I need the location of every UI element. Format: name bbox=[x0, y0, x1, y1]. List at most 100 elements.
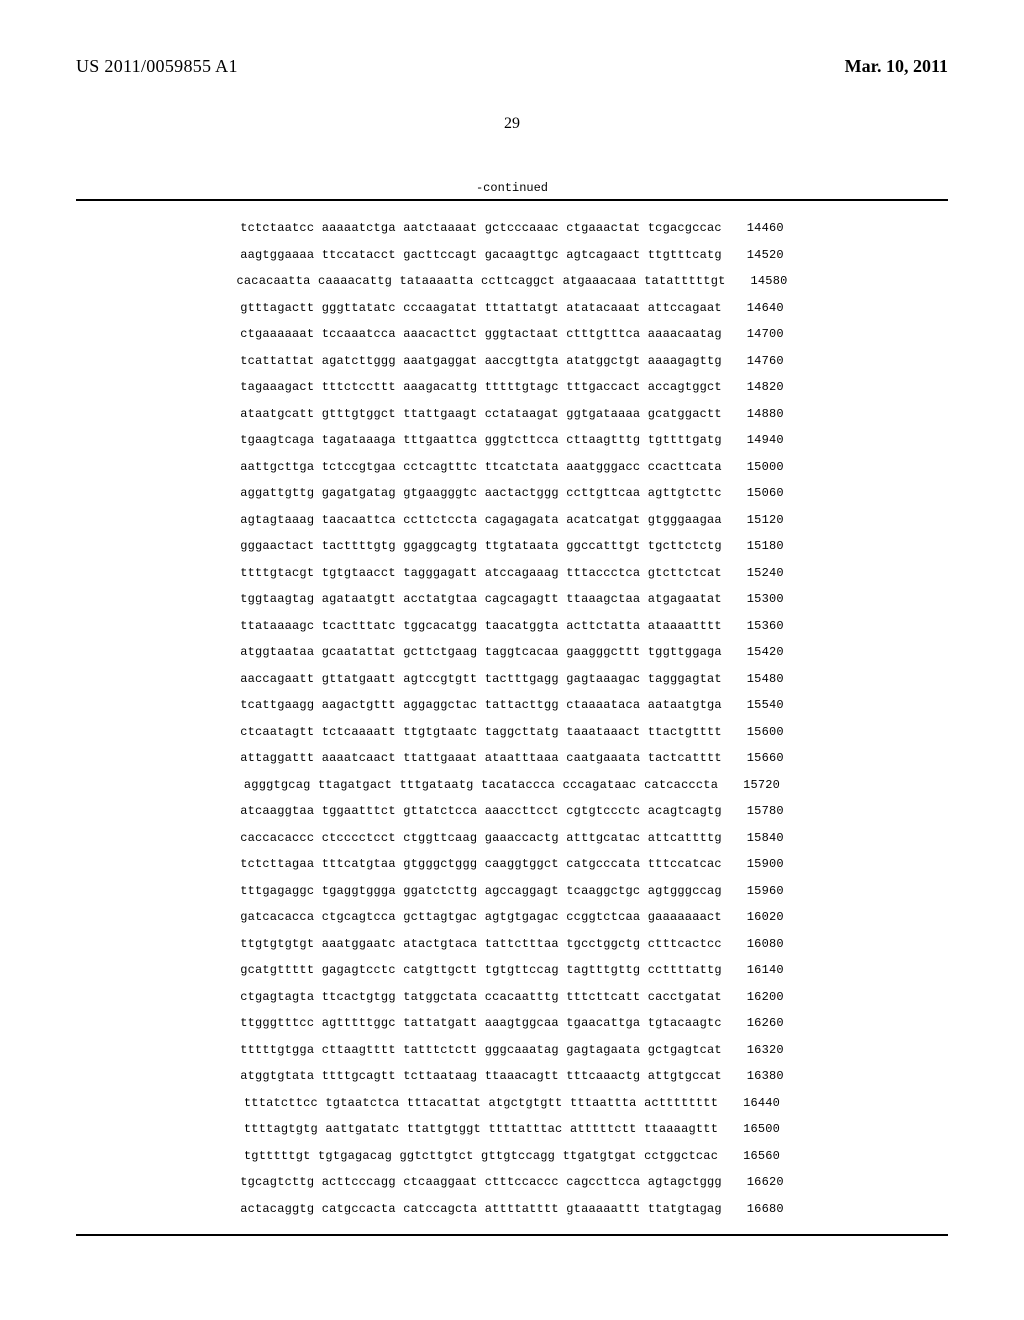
sequence-block: catccagcta bbox=[403, 1202, 477, 1216]
sequence-block: gaaaaaaact bbox=[648, 910, 722, 924]
sequence-position: 15600 bbox=[740, 725, 784, 739]
sequence-blocks: ttataaaagctcactttatctggcacatggtaacatggta… bbox=[240, 619, 722, 633]
sequence-position: 15120 bbox=[740, 513, 784, 527]
sequence-block: atatacaaat bbox=[566, 301, 640, 315]
sequence-blocks: tttttgtggacttaagtttttatttctcttgggcaaatag… bbox=[240, 1043, 722, 1057]
sequence-block: atggtaataa bbox=[240, 645, 314, 659]
sequence-blocks: ttgtgtgtgtaaatggaatcatactgtacatattctttaa… bbox=[240, 937, 722, 951]
sequence-position: 15660 bbox=[740, 751, 784, 765]
sequence-block: aattgatatc bbox=[325, 1122, 399, 1136]
sequence-position: 15240 bbox=[740, 566, 784, 580]
sequence-block: tttaccctca bbox=[566, 566, 640, 580]
sequence-blocks: gatcacaccactgcagtccagcttagtgacagtgtgagac… bbox=[240, 910, 722, 924]
sequence-block: ttttgtacgt bbox=[240, 566, 314, 580]
sequence-block: ttaaaagttt bbox=[644, 1122, 718, 1136]
sequence-blocks: tcattgaaggaagactgtttaggaggctactattacttgg… bbox=[240, 698, 722, 712]
sequence-block: ccacttcata bbox=[648, 460, 722, 474]
sequence-block: gctgagtcat bbox=[648, 1043, 722, 1057]
sequence-row: tttttgtggacttaagtttttatttctcttgggcaaatag… bbox=[240, 1043, 784, 1057]
sequence-blocks: tttatcttcctgtaatctcatttacattatatgctgtgtt… bbox=[244, 1096, 718, 1110]
sequence-blocks: tgcagtcttgacttcccaggctcaaggaatctttccaccc… bbox=[240, 1175, 722, 1189]
sequence-block: ggtgataaaa bbox=[566, 407, 640, 421]
sequence-block: taggcttatg bbox=[485, 725, 559, 739]
sequence-block: catgccacta bbox=[322, 1202, 396, 1216]
sequence-block: tttgaattca bbox=[403, 433, 477, 447]
sequence-block: tttgaccact bbox=[566, 380, 640, 394]
sequence-blocks: tgaagtcagatagataaagatttgaattcagggtcttcca… bbox=[240, 433, 722, 447]
sequence-blocks: ttgggtttccagtttttggctattatgattaaagtggcaa… bbox=[240, 1016, 722, 1030]
sequence-block: gggtactaat bbox=[485, 327, 559, 341]
sequence-block: attccagaat bbox=[648, 301, 722, 315]
sequence-block: tacttttgtg bbox=[322, 539, 396, 553]
sequence-block: ccacaatttg bbox=[485, 990, 559, 1004]
sequence-row: agtagtaaagtaacaattcaccttctcctacagagagata… bbox=[240, 513, 784, 527]
sequence-block: aaacacttct bbox=[403, 327, 477, 341]
sequence-position: 16440 bbox=[736, 1096, 780, 1110]
sequence-row: ttttagtgtgaattgatatcttattgtggtttttatttac… bbox=[244, 1122, 780, 1136]
sequence-block: tttattatgt bbox=[485, 301, 559, 315]
sequence-block: ttttatttac bbox=[488, 1122, 562, 1136]
sequence-block: ttgggtttcc bbox=[240, 1016, 314, 1030]
sequence-row: atcaaggtaatggaatttctgttatctccaaaaccttcct… bbox=[240, 804, 784, 818]
sequence-block: acagtcagtg bbox=[648, 804, 722, 818]
sequence-block: tgtacaagtc bbox=[648, 1016, 722, 1030]
sequence-block: gagtaaagac bbox=[566, 672, 640, 686]
sequence-block: cagccttcca bbox=[566, 1175, 640, 1189]
sequence-block: tgcttctctg bbox=[648, 539, 722, 553]
sequence-listing: tctctaatccaaaaatctgaaatctaaaatgctcccaaac… bbox=[0, 221, 1024, 1228]
sequence-block: tttatcttcc bbox=[244, 1096, 318, 1110]
sequence-block: tgtgttccag bbox=[485, 963, 559, 977]
sequence-blocks: aattgcttgatctccgtgaacctcagtttcttcatctata… bbox=[240, 460, 722, 474]
sequence-block: ttgatgtgat bbox=[563, 1149, 637, 1163]
sequence-row: tgaagtcagatagataaagatttgaattcagggtcttcca… bbox=[240, 433, 784, 447]
sequence-block: tcattattat bbox=[240, 354, 314, 368]
sequence-row: ttttgtacgttgtgtaaccttagggagattatccagaaag… bbox=[240, 566, 784, 580]
sequence-position: 14700 bbox=[740, 327, 784, 341]
sequence-block: atgagaatat bbox=[648, 592, 722, 606]
sequence-position: 16260 bbox=[740, 1016, 784, 1030]
sequence-block: ggccatttgt bbox=[566, 539, 640, 553]
sequence-block: aagactgttt bbox=[322, 698, 396, 712]
sequence-row: aggattgttggagatgataggtgaagggtcaactactggg… bbox=[240, 486, 784, 500]
sequence-row: actacaggtgcatgccactacatccagctaattttatttt… bbox=[240, 1202, 784, 1216]
sequence-block: tagggagatt bbox=[403, 566, 477, 580]
sequence-blocks: aaccagaattgttatgaattagtccgtgtttactttgagg… bbox=[240, 672, 722, 686]
sequence-blocks: tcattattatagatcttgggaaatgaggataaccgttgta… bbox=[240, 354, 722, 368]
sequence-block: tggcacatgg bbox=[403, 619, 477, 633]
sequence-block: gtgggctggg bbox=[403, 857, 477, 871]
sequence-block: tagtttgttg bbox=[566, 963, 640, 977]
sequence-block: atttttctt bbox=[570, 1122, 637, 1136]
page-number: 29 bbox=[0, 115, 1024, 133]
sequence-block: tgttttgatg bbox=[648, 433, 722, 447]
sequence-block: cgtgtccctc bbox=[566, 804, 640, 818]
sequence-block: tataaaatta bbox=[400, 274, 474, 288]
publication-number: US 2011/0059855 A1 bbox=[76, 56, 238, 77]
sequence-block: tagataaaga bbox=[322, 433, 396, 447]
sequence-block: aaatgaggat bbox=[403, 354, 477, 368]
sequence-position: 14520 bbox=[740, 248, 784, 262]
sequence-position: 15780 bbox=[740, 804, 784, 818]
sequence-block: gatcacacca bbox=[240, 910, 314, 924]
sequence-block: caaggtggct bbox=[485, 857, 559, 871]
sequence-row: gatcacaccactgcagtccagcttagtgacagtgtgagac… bbox=[240, 910, 784, 924]
sequence-block: atatggctgt bbox=[566, 354, 640, 368]
sequence-block: caaaacattg bbox=[318, 274, 392, 288]
sequence-block: cctcagtttc bbox=[403, 460, 477, 474]
sequence-position: 14820 bbox=[740, 380, 784, 394]
sequence-block: ggatctcttg bbox=[403, 884, 477, 898]
sequence-block: aaaccttcct bbox=[485, 804, 559, 818]
sequence-block: gcatgttttt bbox=[240, 963, 314, 977]
sequence-position: 14940 bbox=[740, 433, 784, 447]
sequence-block: tttgagaggc bbox=[240, 884, 314, 898]
sequence-block: ctgaaactat bbox=[566, 221, 640, 235]
sequence-block: ccttctccta bbox=[403, 513, 477, 527]
sequence-blocks: tagaaagacttttctcctttaaagacattgtttttgtagc… bbox=[240, 380, 722, 394]
sequence-block: ggtcttgtct bbox=[400, 1149, 474, 1163]
sequence-block: ataatgcatt bbox=[240, 407, 314, 421]
sequence-blocks: tctcttagaatttcatgtaagtgggctgggcaaggtggct… bbox=[240, 857, 722, 871]
sequence-block: acctatgtaa bbox=[403, 592, 477, 606]
sequence-block: aaaaatctga bbox=[322, 221, 396, 235]
sequence-block: acttcccagg bbox=[322, 1175, 396, 1189]
sequence-row: tttgagaggctgaggtgggaggatctcttgagccaggagt… bbox=[240, 884, 784, 898]
sequence-block: cagcagagtt bbox=[485, 592, 559, 606]
